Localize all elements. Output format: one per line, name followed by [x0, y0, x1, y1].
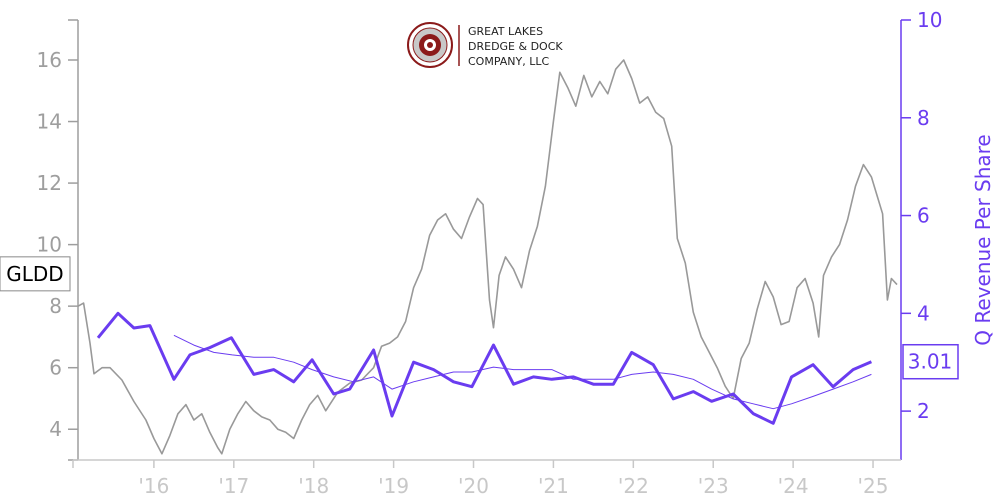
- y-left-tick-label: 6: [49, 356, 62, 380]
- x-tick-label: '19: [378, 474, 409, 498]
- x-tick-label: '24: [778, 474, 809, 498]
- y-left-tick-label: 14: [37, 110, 62, 134]
- y-left-tick-label: 8: [49, 294, 62, 318]
- y-left-tick-label: 10: [37, 233, 62, 257]
- q-revenue-per-share-line: [96, 311, 872, 425]
- x-tick-label: '20: [458, 474, 489, 498]
- company-logo: GREAT LAKES DREDGE & DOCK COMPANY, LLC: [407, 22, 563, 68]
- y-right-tick-label: 8: [917, 106, 930, 130]
- price-line: [77, 59, 898, 455]
- y-axis-right-label: Q Revenue Per Share: [971, 134, 995, 346]
- logo-line-2: DREDGE & DOCK: [468, 40, 563, 53]
- y-left-tick-label: 12: [37, 171, 62, 195]
- labels-layer: GLDD 3.01: [0, 256, 959, 380]
- last-value-label: 3.01: [908, 350, 953, 374]
- q-revenue-moving-average-line: [173, 334, 872, 410]
- x-tick-label: '22: [618, 474, 649, 498]
- y-right-tick-label: 4: [917, 301, 930, 325]
- x-tick-label: '23: [698, 474, 729, 498]
- x-tick-label: '21: [538, 474, 569, 498]
- axes-layer: 4 6 8 10 12 14 16 2 4 6 8 10 Q Revenue Per Share '16 '…: [37, 8, 995, 498]
- y-right-tick-label: 6: [917, 204, 930, 228]
- ticker-badge: [0, 256, 71, 292]
- x-tick-label: '16: [138, 474, 169, 498]
- logo-line-1: GREAT LAKES: [468, 25, 543, 38]
- logo-line-3: COMPANY, LLC: [468, 55, 549, 68]
- last-value-badge: [902, 343, 959, 380]
- y-right-tick-label: 10: [917, 8, 942, 32]
- series-layer: [77, 59, 898, 455]
- y-left-tick-label: 4: [49, 417, 62, 441]
- x-tick-label: '18: [298, 474, 329, 498]
- y-right-tick-label: 2: [917, 399, 930, 423]
- x-tick-label: '17: [218, 474, 249, 498]
- x-tick-label: '25: [858, 474, 889, 498]
- logo-emblem-icon: [407, 22, 453, 68]
- ticker-label: GLDD: [6, 262, 63, 286]
- y-left-tick-label: 16: [37, 48, 62, 72]
